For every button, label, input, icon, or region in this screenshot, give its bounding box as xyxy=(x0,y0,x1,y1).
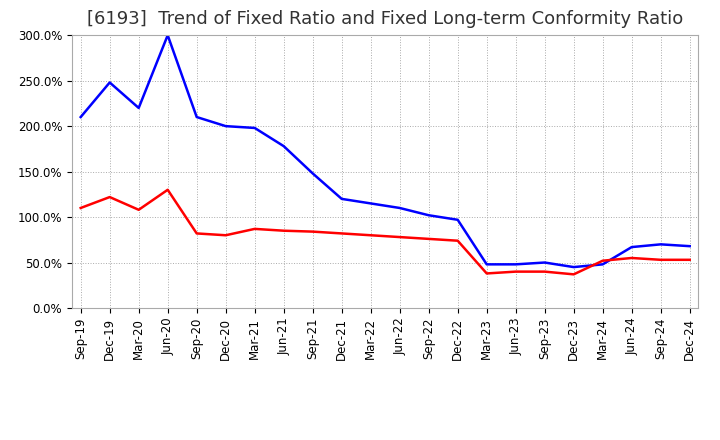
Fixed Long-term Conformity Ratio xyxy=(598,258,607,264)
Fixed Long-term Conformity Ratio xyxy=(251,226,259,231)
Fixed Ratio xyxy=(105,80,114,85)
Fixed Long-term Conformity Ratio xyxy=(482,271,491,276)
Fixed Ratio xyxy=(366,201,375,206)
Fixed Ratio xyxy=(192,114,201,120)
Fixed Long-term Conformity Ratio xyxy=(541,269,549,274)
Fixed Long-term Conformity Ratio xyxy=(627,255,636,260)
Fixed Ratio xyxy=(482,262,491,267)
Fixed Long-term Conformity Ratio xyxy=(192,231,201,236)
Fixed Long-term Conformity Ratio xyxy=(221,233,230,238)
Fixed Long-term Conformity Ratio xyxy=(657,257,665,262)
Fixed Ratio xyxy=(454,217,462,223)
Fixed Long-term Conformity Ratio xyxy=(105,194,114,200)
Fixed Ratio xyxy=(76,114,85,120)
Fixed Ratio xyxy=(308,171,317,176)
Title: [6193]  Trend of Fixed Ratio and Fixed Long-term Conformity Ratio: [6193] Trend of Fixed Ratio and Fixed Lo… xyxy=(87,10,683,28)
Fixed Ratio xyxy=(511,262,520,267)
Fixed Ratio xyxy=(541,260,549,265)
Line: Fixed Ratio: Fixed Ratio xyxy=(81,35,690,267)
Fixed Long-term Conformity Ratio xyxy=(395,235,404,240)
Fixed Ratio xyxy=(570,264,578,270)
Fixed Ratio xyxy=(685,243,694,249)
Fixed Long-term Conformity Ratio xyxy=(685,257,694,262)
Fixed Ratio xyxy=(424,213,433,218)
Fixed Long-term Conformity Ratio xyxy=(76,205,85,211)
Fixed Ratio xyxy=(598,262,607,267)
Fixed Long-term Conformity Ratio xyxy=(511,269,520,274)
Fixed Long-term Conformity Ratio xyxy=(135,207,143,213)
Fixed Ratio xyxy=(251,125,259,131)
Fixed Long-term Conformity Ratio xyxy=(163,187,172,192)
Fixed Ratio xyxy=(163,33,172,38)
Fixed Ratio xyxy=(395,205,404,211)
Fixed Ratio xyxy=(279,143,288,149)
Fixed Long-term Conformity Ratio xyxy=(570,272,578,277)
Fixed Ratio xyxy=(221,124,230,129)
Line: Fixed Long-term Conformity Ratio: Fixed Long-term Conformity Ratio xyxy=(81,190,690,275)
Fixed Long-term Conformity Ratio xyxy=(338,231,346,236)
Legend: Fixed Ratio, Fixed Long-term Conformity Ratio: Fixed Ratio, Fixed Long-term Conformity … xyxy=(164,434,606,440)
Fixed Long-term Conformity Ratio xyxy=(366,233,375,238)
Fixed Long-term Conformity Ratio xyxy=(279,228,288,233)
Fixed Long-term Conformity Ratio xyxy=(424,236,433,242)
Fixed Ratio xyxy=(338,196,346,202)
Fixed Ratio xyxy=(657,242,665,247)
Fixed Long-term Conformity Ratio xyxy=(308,229,317,234)
Fixed Ratio xyxy=(135,105,143,110)
Fixed Ratio xyxy=(627,245,636,250)
Fixed Long-term Conformity Ratio xyxy=(454,238,462,243)
